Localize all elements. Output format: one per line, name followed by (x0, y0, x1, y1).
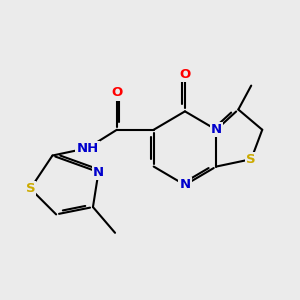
Text: O: O (111, 86, 122, 100)
Text: O: O (179, 68, 191, 81)
Text: S: S (246, 153, 256, 166)
Text: NH: NH (76, 142, 99, 155)
Text: N: N (93, 166, 104, 178)
Text: N: N (211, 123, 222, 136)
Text: N: N (179, 178, 191, 191)
Text: S: S (26, 182, 35, 195)
